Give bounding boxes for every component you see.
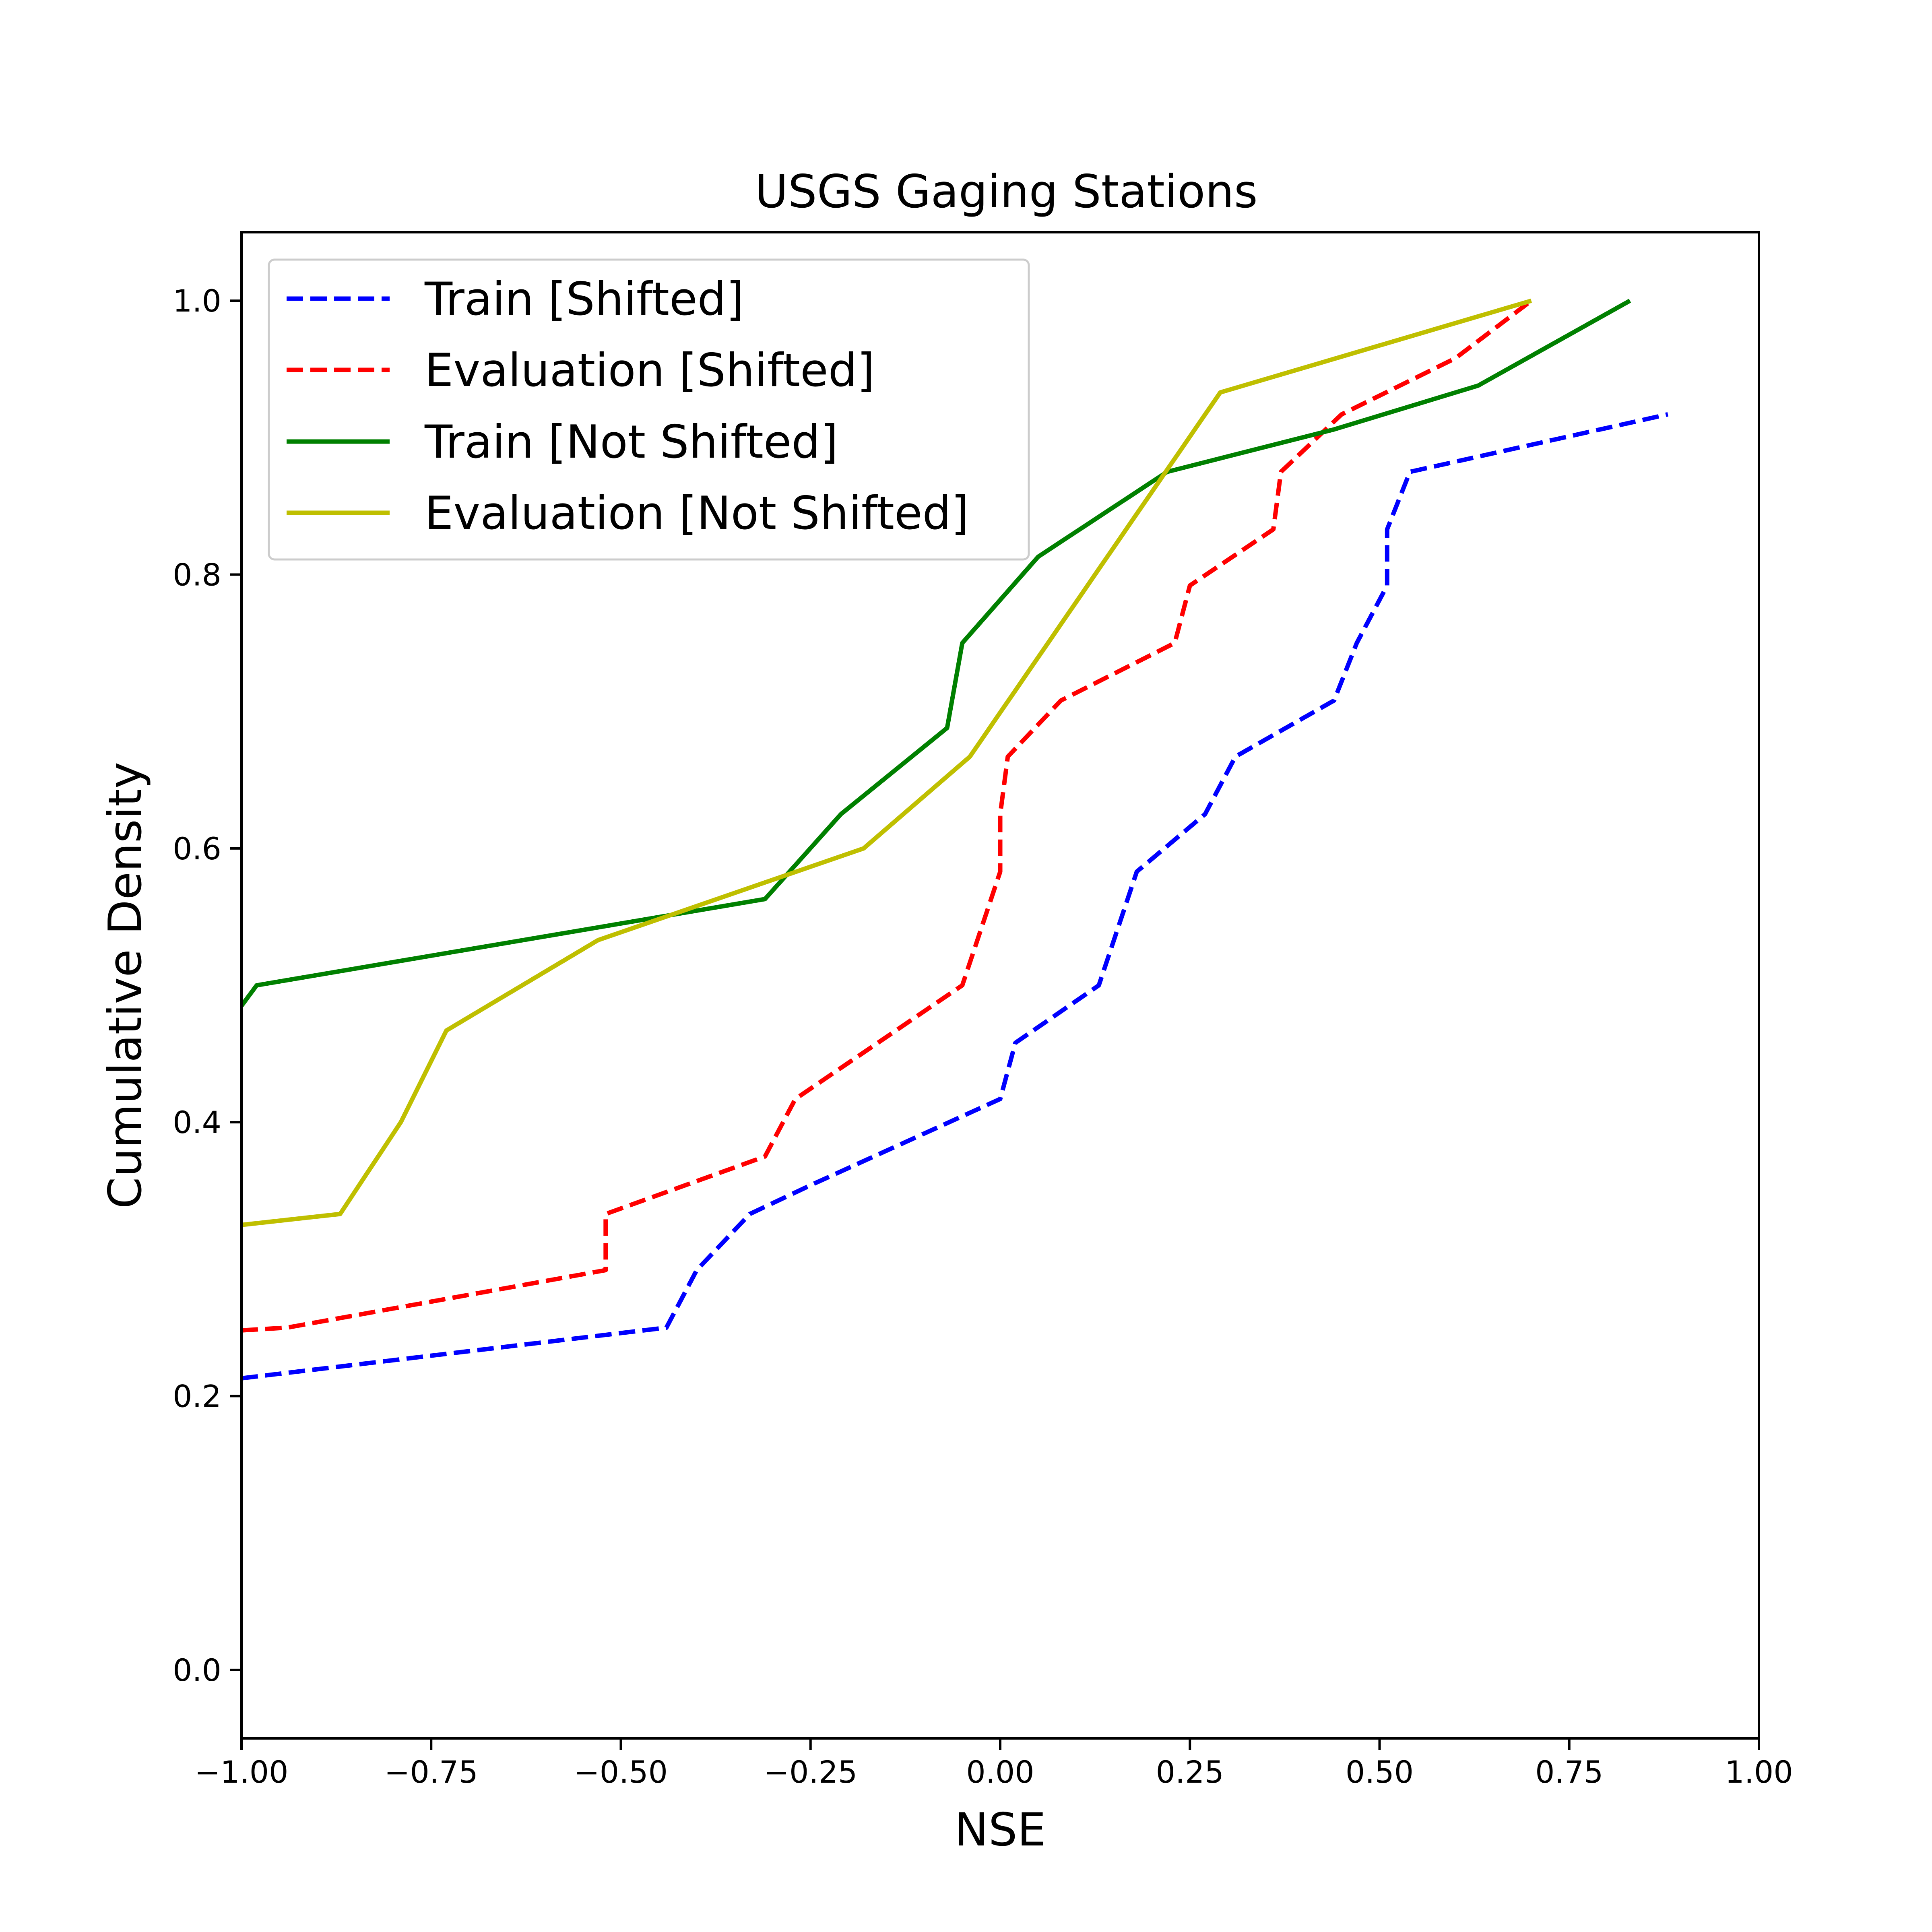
x-axis-ticks: −1.00 −0.75 −0.50 −0.25 0.00 0.25 0.50 0.75 1.00 (195, 1738, 1793, 1790)
legend-label: Train [Not Shifted] (424, 415, 838, 469)
series-line-2 (242, 299, 1533, 1333)
x-axis-label: NSE (954, 1803, 1046, 1856)
legend-label: Evaluation [Shifted] (425, 344, 875, 397)
y-tick-label: 1.0 (173, 283, 221, 319)
series-line-4 (242, 298, 1532, 1227)
legend-label: Evaluation [Not Shifted] (425, 487, 969, 540)
legend: Train [Shifted] Evaluation [Shifted] Train… (268, 258, 1030, 561)
y-tick-label: 0.6 (173, 831, 221, 867)
x-tick-label: −0.25 (764, 1754, 857, 1790)
x-tick-label: −0.50 (574, 1754, 668, 1790)
x-tick-label: 1.00 (1725, 1754, 1793, 1790)
y-tick-label: 0.0 (173, 1652, 221, 1688)
y-tick-label: 0.4 (173, 1104, 221, 1140)
series-line-3 (242, 299, 1631, 1007)
x-tick-label: −1.00 (195, 1754, 289, 1790)
x-tick-label: 0.25 (1156, 1754, 1224, 1790)
legend-entries: Train [Shifted] Evaluation [Shifted] Train… (287, 272, 969, 540)
x-tick-label: −0.75 (384, 1754, 478, 1790)
series-line-1 (242, 412, 1668, 1381)
legend-label: Train [Shifted] (424, 272, 744, 326)
legend-box (268, 258, 1030, 561)
y-axis-label: Cumulative Density (99, 762, 152, 1209)
x-tick-label: 0.75 (1535, 1754, 1603, 1790)
chart-title: USGS Gaging Stations (755, 165, 1257, 218)
plot-lines (242, 298, 1668, 1381)
y-tick-label: 0.2 (173, 1379, 221, 1414)
y-tick-label: 0.8 (173, 557, 221, 592)
x-tick-label: 0.50 (1346, 1754, 1414, 1790)
x-tick-label: 0.00 (966, 1754, 1034, 1790)
y-axis-ticks: 0.0 0.2 0.4 0.6 0.8 1.0 (173, 283, 242, 1688)
